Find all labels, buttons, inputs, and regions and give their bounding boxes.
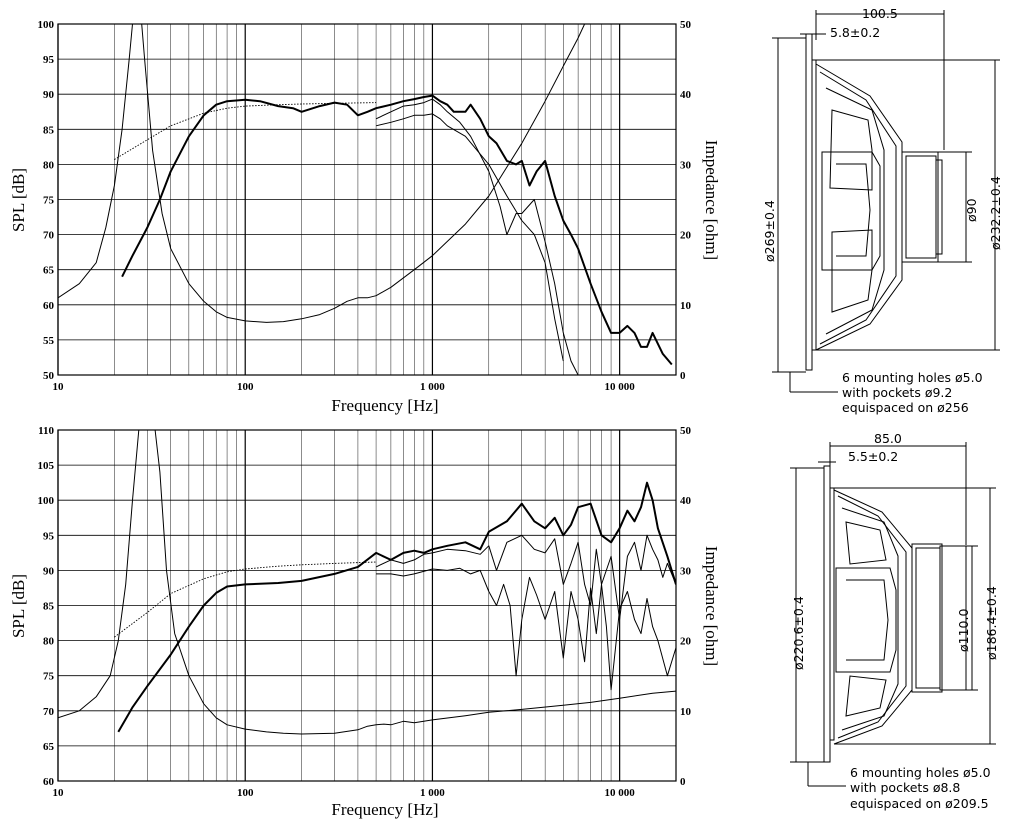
magnet-outline [901, 151, 939, 263]
x-tick-label: 100 [237, 787, 254, 799]
mount-note-line3: equispaced on ø256 [842, 400, 969, 415]
y-tick-left: 95 [43, 54, 55, 66]
y-tick-left: 100 [38, 19, 55, 31]
mount-note-bottom-line1: 6 mounting holes ø5.0 [850, 765, 991, 780]
mount-note-bottom-line3: equispaced on ø209.5 [850, 796, 989, 811]
y-tick-left: 75 [43, 195, 55, 207]
series-spl-dotted [114, 561, 377, 638]
y-tick-left: 70 [43, 706, 55, 718]
y-tick-left: 110 [38, 425, 54, 437]
drawing-top-labels: 100.5 5.8±0.2 ø269±0.4 ø232.2±0.4 ø90 6 … [762, 6, 1003, 415]
mount-note-line2: with pockets ø9.2 [842, 385, 952, 400]
driver-drawing-top [772, 10, 1000, 393]
y-tick-left: 85 [43, 601, 55, 613]
magnet-outline-bottom [911, 543, 943, 693]
x-axis-label: Frequency [Hz] [331, 800, 438, 819]
mount-note-bottom-line2: with pockets ø8.8 [850, 780, 960, 795]
x-tick-label: 10 000 [605, 787, 636, 799]
chart-bottom: 60 65 70 75 80 85 90 95 100 105 110 0 10 20 30 40 50 10 10… [9, 425, 721, 819]
x-tick-label: 10 [53, 787, 65, 799]
y-tick-left: 65 [43, 741, 55, 753]
y-axis-label-right: Impedance [ohm] [702, 546, 721, 666]
y-tick-right: 0 [680, 370, 686, 382]
y-tick-left: 70 [43, 230, 55, 242]
y-tick-left: 80 [43, 159, 55, 171]
y-tick-left: 90 [43, 89, 55, 101]
series-spl-thin [375, 98, 579, 375]
y-tick-right: 30 [680, 565, 692, 577]
x-tick-label: 10 [53, 381, 65, 393]
dim-outer-bottom: ø220.6±0.4 [791, 596, 806, 670]
dim-cutout-top: ø232.2±0.4 [988, 176, 1003, 250]
y-tick-right: 0 [680, 776, 686, 788]
series-spl-thin [375, 113, 564, 362]
dim-flange-top: 5.8±0.2 [830, 25, 880, 40]
series-impedance [58, 24, 586, 323]
y-tick-right: 20 [680, 230, 692, 242]
y-tick-left: 100 [38, 495, 55, 507]
y-tick-left: 60 [43, 776, 55, 788]
series-impedance [58, 430, 676, 735]
series-spl-dotted [114, 102, 377, 160]
x-tick-label: 1 000 [420, 381, 445, 393]
flange-outline-bottom [823, 465, 831, 763]
dim-flange-bottom: 5.5±0.2 [848, 449, 898, 464]
y-tick-left: 80 [43, 636, 55, 648]
y-tick-left: 60 [43, 300, 55, 312]
y-tick-left: 95 [43, 530, 55, 542]
driver-drawing-bottom [790, 442, 996, 787]
y-tick-left: 65 [43, 265, 55, 277]
y-tick-left: 85 [43, 124, 55, 136]
y-tick-right: 10 [680, 300, 692, 312]
y-tick-left: 105 [38, 460, 55, 472]
plot-frame [57, 23, 677, 376]
dim-depth-bottom: 85.0 [874, 431, 902, 446]
y-tick-right: 40 [680, 495, 692, 507]
y-tick-left: 55 [43, 335, 55, 347]
mount-note-line1: 6 mounting holes ø5.0 [842, 370, 983, 385]
series-spl-thin [375, 534, 676, 620]
dim-depth-top: 100.5 [862, 6, 898, 21]
y-axis-label-left: SPL [dB] [9, 574, 28, 638]
x-tick-label: 10 000 [605, 381, 636, 393]
y-tick-right: 20 [680, 636, 692, 648]
y-tick-left: 90 [43, 565, 55, 577]
x-tick-label: 1 000 [420, 787, 445, 799]
y-tick-right: 50 [680, 425, 692, 437]
y-tick-left: 75 [43, 671, 55, 683]
drawing-bottom-labels: 85.0 5.5±0.2 ø220.6±0.4 ø186.4±0.4 ø110.… [791, 431, 999, 811]
y-tick-right: 40 [680, 89, 692, 101]
y-tick-left: 50 [43, 370, 55, 382]
dim-magnet-bottom: ø110.0 [956, 609, 971, 652]
dim-magnet-top: ø90 [964, 198, 979, 222]
y-tick-right: 30 [680, 159, 692, 171]
series-spl-thin [376, 567, 676, 691]
dim-cutout-bottom: ø186.4±0.4 [984, 586, 999, 660]
y-axis-label-left: SPL [dB] [9, 168, 28, 232]
flange-outline [805, 33, 813, 371]
x-axis-label: Frequency [Hz] [331, 396, 438, 415]
plot-frame [57, 429, 677, 782]
series-spl-bold [121, 94, 673, 366]
y-tick-right: 10 [680, 706, 692, 718]
x-tick-label: 100 [237, 381, 254, 393]
y-axis-label-right: Impedance [ohm] [702, 140, 721, 260]
series-spl-bold [117, 481, 676, 733]
basket-outline [815, 63, 903, 351]
y-tick-right: 50 [680, 19, 692, 31]
dim-outer-top: ø269±0.4 [762, 200, 777, 262]
